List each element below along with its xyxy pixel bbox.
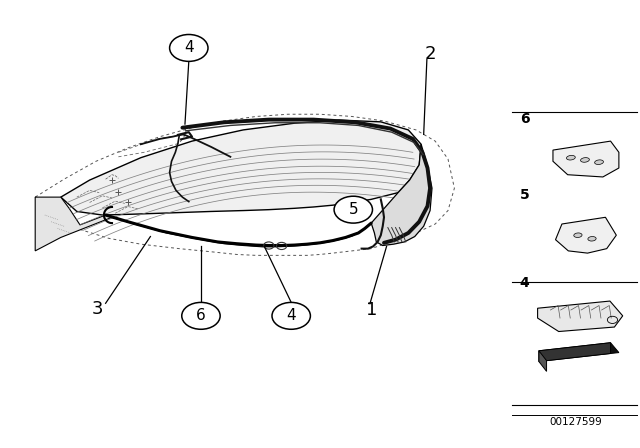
Ellipse shape: [588, 237, 596, 241]
Ellipse shape: [566, 155, 575, 160]
Ellipse shape: [580, 158, 589, 162]
Text: 6: 6: [520, 112, 529, 126]
Circle shape: [334, 196, 372, 223]
Polygon shape: [61, 120, 421, 215]
Polygon shape: [539, 343, 619, 361]
Text: 4: 4: [286, 308, 296, 323]
Polygon shape: [539, 343, 611, 362]
Text: 3: 3: [92, 300, 103, 318]
Text: 1: 1: [365, 301, 377, 319]
Ellipse shape: [574, 233, 582, 237]
Ellipse shape: [595, 160, 604, 164]
Polygon shape: [538, 301, 623, 332]
Polygon shape: [371, 144, 432, 246]
Circle shape: [182, 302, 220, 329]
Text: 00127599: 00127599: [550, 418, 602, 427]
Circle shape: [170, 34, 208, 61]
Text: 5: 5: [520, 188, 529, 202]
Circle shape: [272, 302, 310, 329]
Polygon shape: [539, 351, 547, 371]
Text: 5: 5: [348, 202, 358, 217]
Text: 6: 6: [196, 308, 206, 323]
Text: 4: 4: [520, 276, 529, 290]
Polygon shape: [35, 197, 112, 251]
Text: 2: 2: [425, 45, 436, 63]
Polygon shape: [553, 141, 619, 177]
Text: 4: 4: [184, 40, 194, 56]
Polygon shape: [556, 217, 616, 253]
